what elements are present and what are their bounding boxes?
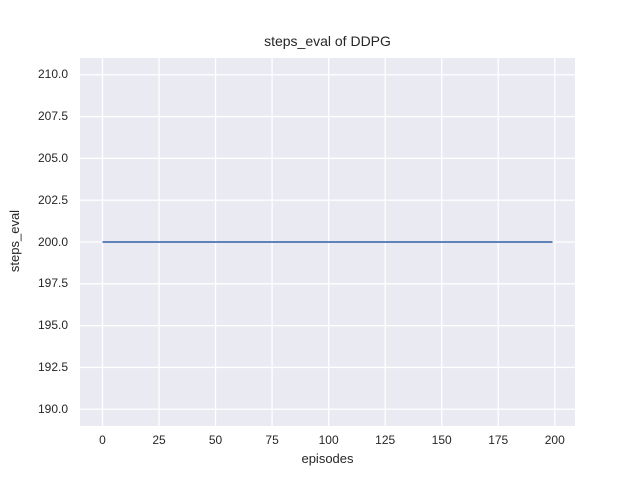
y-tick-label: 205.0 [37, 150, 68, 165]
y-tick-label: 192.5 [37, 359, 68, 374]
y-tick-label: 202.5 [37, 192, 68, 207]
y-tick-label: 207.5 [37, 109, 68, 124]
x-tick-label: 150 [431, 433, 452, 447]
y-tick-label: 190.0 [37, 401, 68, 416]
y-tick-label: 210.0 [37, 67, 68, 82]
x-tick-label: 100 [318, 433, 339, 447]
x-tick-label: 175 [488, 433, 509, 447]
x-tick-label: 200 [544, 433, 565, 447]
chart-title: steps_eval of DDPG [264, 33, 391, 49]
y-tick-label: 200.0 [37, 234, 68, 249]
x-tick-label: 125 [375, 433, 396, 447]
y-tick-label: 197.5 [37, 276, 68, 291]
y-tick-label: 195.0 [37, 318, 68, 333]
x-tick-label: 25 [152, 433, 166, 447]
x-tick-label: 0 [99, 433, 106, 447]
plot-area [80, 58, 575, 426]
x-tick-label: 75 [265, 433, 279, 447]
x-tick-label: 50 [208, 433, 223, 447]
x-axis-label: episodes [301, 451, 354, 466]
plot-canvas [80, 58, 575, 426]
